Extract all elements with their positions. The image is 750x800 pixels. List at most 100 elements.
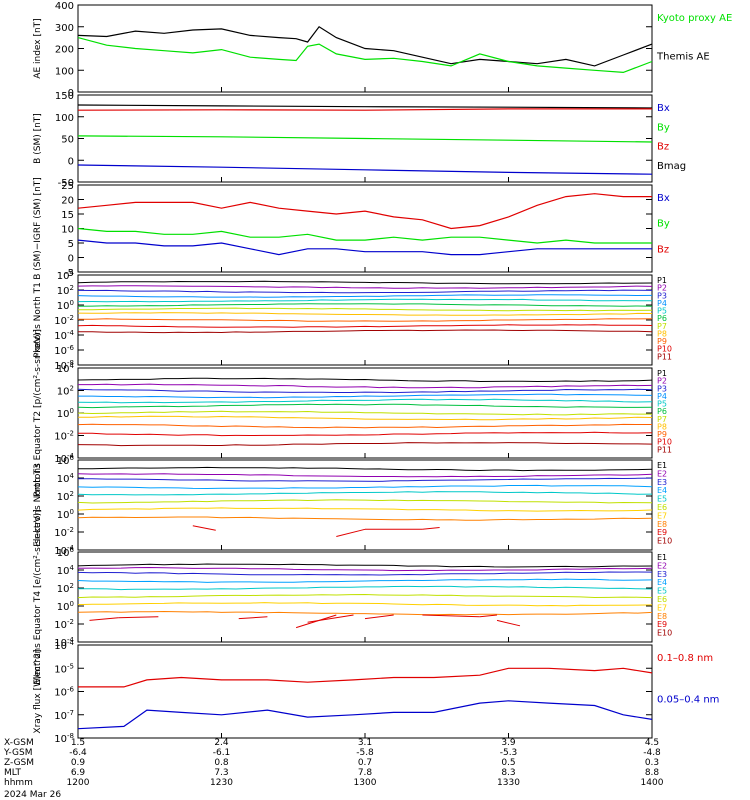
legend-entry: E9 xyxy=(657,620,667,629)
footer-date: 2024 Mar 26 xyxy=(4,790,61,800)
e9-fragment xyxy=(422,527,440,530)
footer-value: 0.9 xyxy=(71,758,86,768)
legend-entry: E7 xyxy=(657,511,667,520)
legend-entry: P4 xyxy=(657,299,667,308)
y-tick-label: 10-2 xyxy=(54,314,74,327)
legend-entry: E7 xyxy=(657,603,667,612)
flux-line-E7 xyxy=(77,602,653,607)
legend-entry: E8 xyxy=(657,612,667,621)
flux-line-E2 xyxy=(77,566,653,572)
y-axis-label: AE index [nT] xyxy=(33,18,43,78)
y-tick-label: 0 xyxy=(68,88,74,99)
e9-fragment xyxy=(336,528,366,537)
panel-frame-bigrf xyxy=(77,184,653,273)
footer-row-label: MLT xyxy=(4,768,22,778)
legend-entry: 0.05–0.4 nm xyxy=(657,695,719,706)
flux-line-P1 xyxy=(77,377,653,383)
legend-entry: 0.1–0.8 nm xyxy=(657,653,713,664)
legend-entry: P5 xyxy=(657,400,667,409)
footer-value: 1330 xyxy=(497,778,520,788)
legend-entry: P11 xyxy=(657,445,672,454)
e9-fragment xyxy=(307,614,354,623)
legend-entry: Kyoto proxy AE xyxy=(657,13,732,24)
flux-line-P3 xyxy=(77,388,653,394)
legend-entry: Themis AE xyxy=(656,52,710,63)
y-tick-label: -5 xyxy=(64,268,74,279)
y-tick-label: 25 xyxy=(61,181,74,192)
legend-entry: P3 xyxy=(657,384,667,393)
e9-fragment xyxy=(496,619,521,627)
legend-entry: P7 xyxy=(657,415,667,424)
y-tick-label: 10-6 xyxy=(54,686,74,699)
e9-fragment xyxy=(89,617,119,621)
flux-line-P6 xyxy=(77,303,653,307)
footer-value: 0.3 xyxy=(645,758,659,768)
series-line-2 xyxy=(77,135,653,143)
legend-entry: Bx xyxy=(657,193,670,204)
legend-entry: P11 xyxy=(657,352,672,361)
flux-line-P2 xyxy=(78,383,653,389)
flux-line-P6 xyxy=(77,403,653,409)
footer-value: 1300 xyxy=(354,778,377,788)
flux-line-E4 xyxy=(77,578,653,583)
legend-entry: E6 xyxy=(657,595,667,604)
flux-line-E8 xyxy=(77,610,653,616)
y-tick-label: 104 xyxy=(57,269,75,282)
legend-entry: P6 xyxy=(657,407,667,416)
y-tick-label: 0 xyxy=(68,254,74,265)
flux-line-E2 xyxy=(77,473,653,478)
footer-value: 7.8 xyxy=(358,768,373,778)
y-tick-label: 10-5 xyxy=(54,662,74,675)
legend-entry: P1 xyxy=(657,276,667,285)
y-tick-label: 10-6 xyxy=(54,344,74,357)
y-tick-label: 10-8 xyxy=(54,732,74,745)
legend-entry: P2 xyxy=(657,284,667,293)
flux-line-P9 xyxy=(77,423,652,429)
flux-line-P4 xyxy=(77,294,653,298)
y-tick-label: 102 xyxy=(57,284,74,297)
y-axis-label: Electrons Equator T4 [e/(cm²-s-sr-keV)] xyxy=(33,509,43,685)
legend-entry: E9 xyxy=(657,528,667,537)
y-tick-label: 10-2 xyxy=(54,618,74,631)
y-tick-label: 10 xyxy=(61,225,74,236)
y-tick-label: 106 xyxy=(57,546,75,559)
footer-value: 3.9 xyxy=(501,738,516,748)
footer-value: 1400 xyxy=(641,778,664,788)
e9-fragment xyxy=(422,614,480,618)
legend-entry: E2 xyxy=(657,469,667,478)
footer-value: 0.5 xyxy=(501,758,515,768)
footer-value: -5.3 xyxy=(500,748,518,758)
flux-line-P11 xyxy=(78,329,653,334)
footer-value: 0.8 xyxy=(214,758,229,768)
panel-frame-xray xyxy=(77,644,653,739)
flux-line-E7 xyxy=(77,507,653,512)
y-tick-label: 106 xyxy=(57,454,75,467)
footer-row-label: Y-GSM xyxy=(3,748,32,758)
flux-line-E5 xyxy=(77,491,653,496)
legend-entry: E1 xyxy=(657,553,667,562)
y-tick-label: 10-8 xyxy=(54,359,74,372)
y-tick-label: 100 xyxy=(57,600,74,613)
series-line-1 xyxy=(77,700,653,730)
legend-entry: Bmag xyxy=(657,161,686,172)
footer-row-label: hhmm xyxy=(4,778,33,788)
legend-entry: P7 xyxy=(657,322,667,331)
y-tick-label: 100 xyxy=(57,299,74,312)
flux-line-E6 xyxy=(77,593,653,599)
legend-entry: E3 xyxy=(657,478,667,487)
y-axis-label: Protons North T1 xyxy=(33,282,43,358)
y-tick-label: 104 xyxy=(57,362,75,375)
legend-entry: E8 xyxy=(657,520,667,529)
y-tick-label: 0 xyxy=(68,156,74,167)
legend-entry: E4 xyxy=(657,486,667,495)
flux-line-P11 xyxy=(77,442,653,447)
footer-value: 2.4 xyxy=(214,738,229,748)
legend-entry: P9 xyxy=(657,430,667,439)
y-tick-label: 102 xyxy=(57,490,74,503)
legend-entry: P9 xyxy=(657,337,667,346)
flux-line-E5 xyxy=(77,585,653,591)
legend-entry: P10 xyxy=(657,345,672,354)
flux-line-P7 xyxy=(78,307,653,312)
footer-value: 1230 xyxy=(210,778,233,788)
